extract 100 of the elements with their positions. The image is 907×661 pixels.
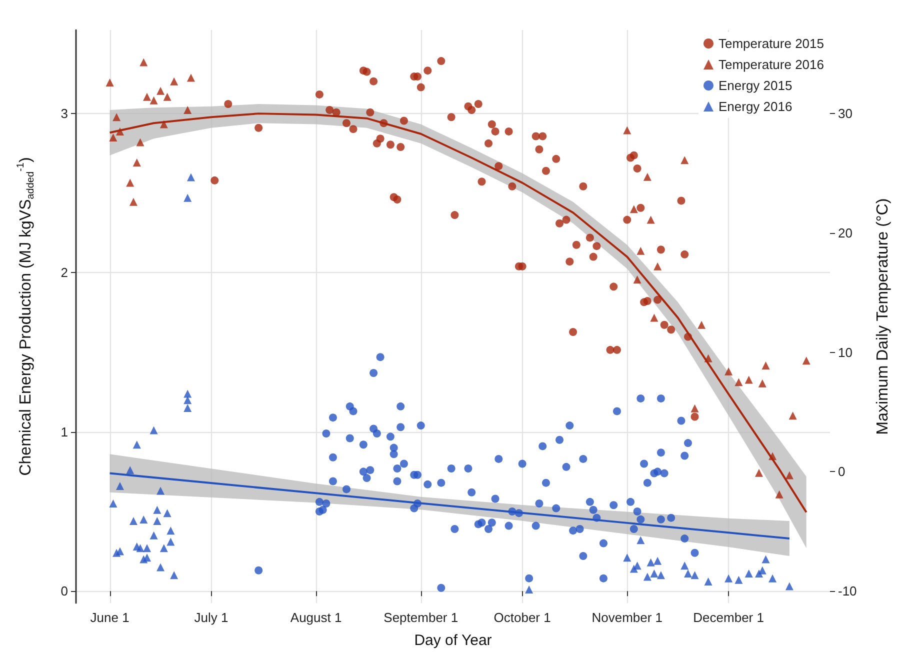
point bbox=[136, 544, 144, 552]
point bbox=[150, 531, 158, 540]
point bbox=[150, 426, 158, 434]
point bbox=[636, 536, 645, 544]
x-tick-label: June 1 bbox=[90, 610, 130, 625]
point bbox=[650, 314, 658, 322]
x-tick-label: September 1 bbox=[384, 610, 458, 625]
y2-tick-label: 30 bbox=[838, 106, 852, 122]
point bbox=[156, 486, 165, 495]
y2-tick-label: 10 bbox=[838, 344, 852, 360]
y-tick-label: 0 bbox=[60, 584, 68, 599]
point bbox=[186, 173, 195, 182]
point bbox=[143, 92, 152, 101]
point bbox=[166, 538, 175, 546]
point bbox=[153, 517, 162, 526]
point bbox=[630, 205, 638, 214]
point bbox=[153, 506, 162, 514]
point bbox=[785, 582, 794, 590]
point bbox=[754, 468, 763, 477]
point bbox=[656, 571, 665, 580]
point bbox=[140, 58, 148, 66]
point bbox=[690, 571, 699, 580]
x-tick-label: November 1 bbox=[592, 610, 663, 625]
point bbox=[680, 156, 689, 164]
point bbox=[136, 138, 144, 146]
point bbox=[762, 555, 770, 564]
point bbox=[643, 572, 652, 581]
point bbox=[184, 404, 192, 412]
point bbox=[654, 262, 662, 270]
legend-label: Temperature 2016 bbox=[718, 57, 824, 72]
point bbox=[160, 120, 168, 128]
point bbox=[132, 440, 141, 449]
point bbox=[704, 578, 712, 586]
point bbox=[184, 106, 192, 114]
point bbox=[646, 216, 655, 224]
point bbox=[109, 500, 118, 508]
point bbox=[156, 563, 165, 572]
point bbox=[785, 471, 794, 480]
point bbox=[184, 390, 192, 398]
point bbox=[744, 376, 753, 384]
point bbox=[623, 554, 632, 562]
point bbox=[690, 404, 699, 412]
point bbox=[150, 96, 158, 104]
point bbox=[126, 178, 134, 187]
x-tick-label: October 1 bbox=[494, 610, 551, 625]
point bbox=[744, 570, 753, 578]
point bbox=[184, 396, 192, 404]
y-tick-label: 2 bbox=[60, 265, 68, 280]
point bbox=[704, 354, 712, 362]
point bbox=[106, 78, 114, 87]
point bbox=[654, 556, 662, 565]
point bbox=[132, 158, 141, 167]
point bbox=[116, 127, 124, 136]
point bbox=[788, 412, 797, 420]
point bbox=[724, 367, 733, 376]
point bbox=[724, 574, 733, 582]
point bbox=[623, 126, 632, 134]
y-tick-label: 3 bbox=[60, 106, 68, 122]
point bbox=[633, 562, 642, 570]
y-tick-label: 1 bbox=[60, 424, 68, 440]
point bbox=[116, 482, 124, 490]
point bbox=[126, 466, 134, 474]
point bbox=[129, 198, 138, 206]
point bbox=[758, 566, 766, 574]
point bbox=[650, 570, 658, 578]
point bbox=[768, 452, 777, 460]
x-tick-label: December 1 bbox=[693, 610, 764, 625]
y2-tick-label: 0 bbox=[838, 464, 846, 480]
point bbox=[170, 571, 178, 580]
point bbox=[680, 562, 689, 570]
point bbox=[768, 574, 777, 582]
point bbox=[775, 490, 784, 498]
legend-label: Energy 2015 bbox=[718, 78, 792, 93]
point bbox=[160, 544, 168, 552]
point bbox=[525, 585, 534, 594]
y-axis-title: Chemical Energy Production (MJ kgVSadded-1) bbox=[16, 157, 36, 476]
point bbox=[734, 576, 743, 584]
point bbox=[762, 361, 770, 370]
point bbox=[140, 515, 148, 524]
point bbox=[112, 113, 121, 122]
point bbox=[163, 509, 172, 518]
point bbox=[758, 379, 766, 388]
point bbox=[802, 356, 810, 365]
point bbox=[636, 246, 645, 255]
point bbox=[143, 554, 152, 562]
point bbox=[684, 570, 692, 578]
point bbox=[166, 526, 175, 535]
point bbox=[170, 77, 178, 86]
point bbox=[698, 320, 706, 329]
y2-axis-title: Maximum Daily Temperature (°C) bbox=[874, 198, 892, 435]
y2-tick-label: 20 bbox=[838, 225, 852, 240]
point bbox=[163, 92, 172, 101]
point bbox=[734, 378, 743, 386]
legend-label: Energy 2016 bbox=[718, 99, 792, 114]
point bbox=[109, 133, 118, 142]
x-axis-title: Day of Year bbox=[414, 632, 492, 649]
point bbox=[143, 544, 152, 552]
x-tick-label: August 1 bbox=[290, 610, 342, 625]
legend-label: Temperature 2015 bbox=[718, 36, 824, 51]
point bbox=[156, 86, 165, 95]
